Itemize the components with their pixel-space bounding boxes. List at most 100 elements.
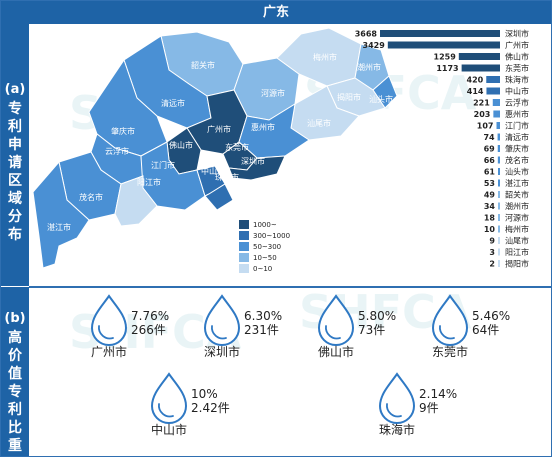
bar-category-label: 惠州市 — [505, 109, 529, 119]
drop-city-label: 深圳市 — [204, 344, 240, 359]
bar-category-label: 河源市 — [505, 213, 529, 223]
drop-city-label: 东莞市 — [432, 344, 468, 359]
bar-category-label: 东莞市 — [505, 63, 529, 73]
drop-city-label: 广州市 — [91, 344, 127, 359]
drop-percent: 10% — [191, 387, 218, 401]
region-shenzhen — [228, 155, 286, 181]
bar-value-label: 3668 — [355, 30, 378, 39]
bar — [498, 214, 500, 221]
drop-highlight — [158, 403, 174, 418]
map-label-zhanjiang: 湛江市 — [47, 222, 71, 232]
drop-item: 东莞市 5.46%64件 — [432, 294, 510, 359]
legend: 1000~ 300~1000 50~300 10~50 0~10 — [239, 220, 290, 273]
section-a-char: 布 — [8, 227, 22, 243]
bar-value-label: 66 — [484, 156, 496, 165]
section-a-char: 请 — [8, 155, 22, 171]
legend-swatch — [239, 264, 249, 273]
section-a-char: 区 — [8, 173, 22, 189]
bar-category-label: 江门市 — [505, 121, 529, 131]
drop-percent: 2.14% — [419, 387, 457, 401]
bar-value-label: 10 — [484, 225, 496, 234]
bar-category-label: 阳江市 — [505, 247, 529, 257]
bar — [458, 53, 500, 60]
map-label-maoming: 茂名市 — [79, 192, 103, 202]
bar-category-label: 揭阳市 — [505, 259, 529, 269]
bar — [492, 99, 500, 106]
bar-value-label: 221 — [473, 99, 490, 108]
map-label-shaoguan: 韶关市 — [191, 60, 215, 70]
bar-value-label: 3 — [489, 248, 495, 257]
section-a-char: 域 — [8, 191, 22, 207]
section-b-char: 重 — [8, 438, 22, 454]
map-label-heyuan: 河源市 — [261, 88, 285, 98]
legend-label: 300~1000 — [253, 232, 290, 240]
map-label-zhuhai: 珠海市 — [215, 172, 239, 182]
drop-count: 2.42件 — [191, 401, 230, 415]
legend-label: 50~300 — [253, 243, 281, 251]
bar — [498, 237, 500, 244]
bar-value-label: 1173 — [436, 64, 458, 73]
drop-item: 广州市 7.76%266件 — [91, 294, 169, 359]
section-b-char: 利 — [8, 402, 22, 418]
drop-highlight — [211, 325, 227, 340]
map-label-huizhou: 惠州市 — [251, 122, 275, 132]
legend-swatch — [239, 231, 249, 240]
bar-value-label: 61 — [484, 168, 496, 177]
legend-label: 10~50 — [253, 254, 277, 262]
bar-value-label: 34 — [484, 202, 496, 211]
map-label-guangzhou: 广州市 — [207, 124, 231, 134]
bar-category-label: 梅州市 — [505, 224, 529, 234]
section-divider — [29, 286, 551, 288]
bar — [497, 156, 500, 164]
bar — [498, 179, 500, 187]
map-label-yunfu: 云浮市 — [105, 146, 129, 156]
map-label-qingyuan: 清远市 — [161, 98, 185, 108]
section-b-label: (b) 高 价 值 专 利 比 重 — [1, 287, 29, 456]
map-label-jieyang: 揭阳市 — [337, 92, 361, 102]
bar-value-label: 9 — [489, 237, 495, 246]
bar — [498, 168, 500, 175]
bar — [486, 76, 500, 83]
section-b-char: 高 — [8, 330, 22, 346]
bar — [493, 110, 500, 118]
drop-percent: 7.76% — [131, 309, 169, 323]
map-label-chaozhou: 潮州市 — [357, 62, 381, 72]
drop-city-label: 佛山市 — [318, 344, 354, 359]
drop-highlight — [98, 325, 114, 340]
region-zhuhai — [204, 183, 234, 211]
section-a-char: 专 — [8, 101, 22, 117]
bar-value-label: 2 — [489, 260, 495, 269]
legend-label: 1000~ — [253, 221, 277, 229]
bar-category-label: 佛山市 — [505, 52, 529, 62]
map-label-zhaoqing: 肇庆市 — [111, 126, 135, 136]
bar-value-label: 69 — [484, 145, 496, 154]
map-label-shenzhen: 深圳市 — [241, 156, 265, 166]
legend-swatch — [239, 220, 249, 229]
bar — [498, 260, 500, 267]
drop-count: 9件 — [419, 401, 439, 415]
bar — [387, 41, 500, 49]
bar — [380, 30, 500, 37]
bar-category-label: 肇庆市 — [505, 144, 529, 154]
section-b-tag: (b) — [4, 311, 26, 326]
section-a-char: 分 — [8, 209, 22, 225]
bar-category-label: 广州市 — [505, 40, 529, 50]
section-a-char: 申 — [8, 137, 22, 153]
drop-city-label: 中山市 — [151, 422, 187, 437]
bar-value-label: 420 — [467, 76, 484, 85]
drop-city-label: 珠海市 — [379, 422, 415, 437]
section-a-tag: (a) — [4, 82, 26, 97]
section-a-char: 利 — [8, 119, 22, 135]
bar-value-label: 74 — [483, 133, 495, 142]
map-label-jiangmen: 江门市 — [151, 160, 175, 170]
region-distribution-panel: SHFCA SHFCA 韶关市 河源市 梅州市 潮州市 汕头市 揭阳市 清远市 … — [32, 27, 529, 273]
drop-percent: 5.80% — [358, 309, 396, 323]
drop-percent: 6.30% — [244, 309, 282, 323]
high-value-share-panel: SHFCA SHFCA 广州市7.76%266件深圳市6.30%231件佛山市5… — [69, 288, 510, 437]
map-label-foshan: 佛山市 — [169, 140, 193, 150]
drop-count: 231件 — [244, 323, 279, 337]
page-title: 广东 — [1, 1, 551, 24]
drop-item: 深圳市 6.30%231件 — [204, 294, 282, 359]
drop-item: 中山市 10%2.42件 — [151, 372, 230, 437]
